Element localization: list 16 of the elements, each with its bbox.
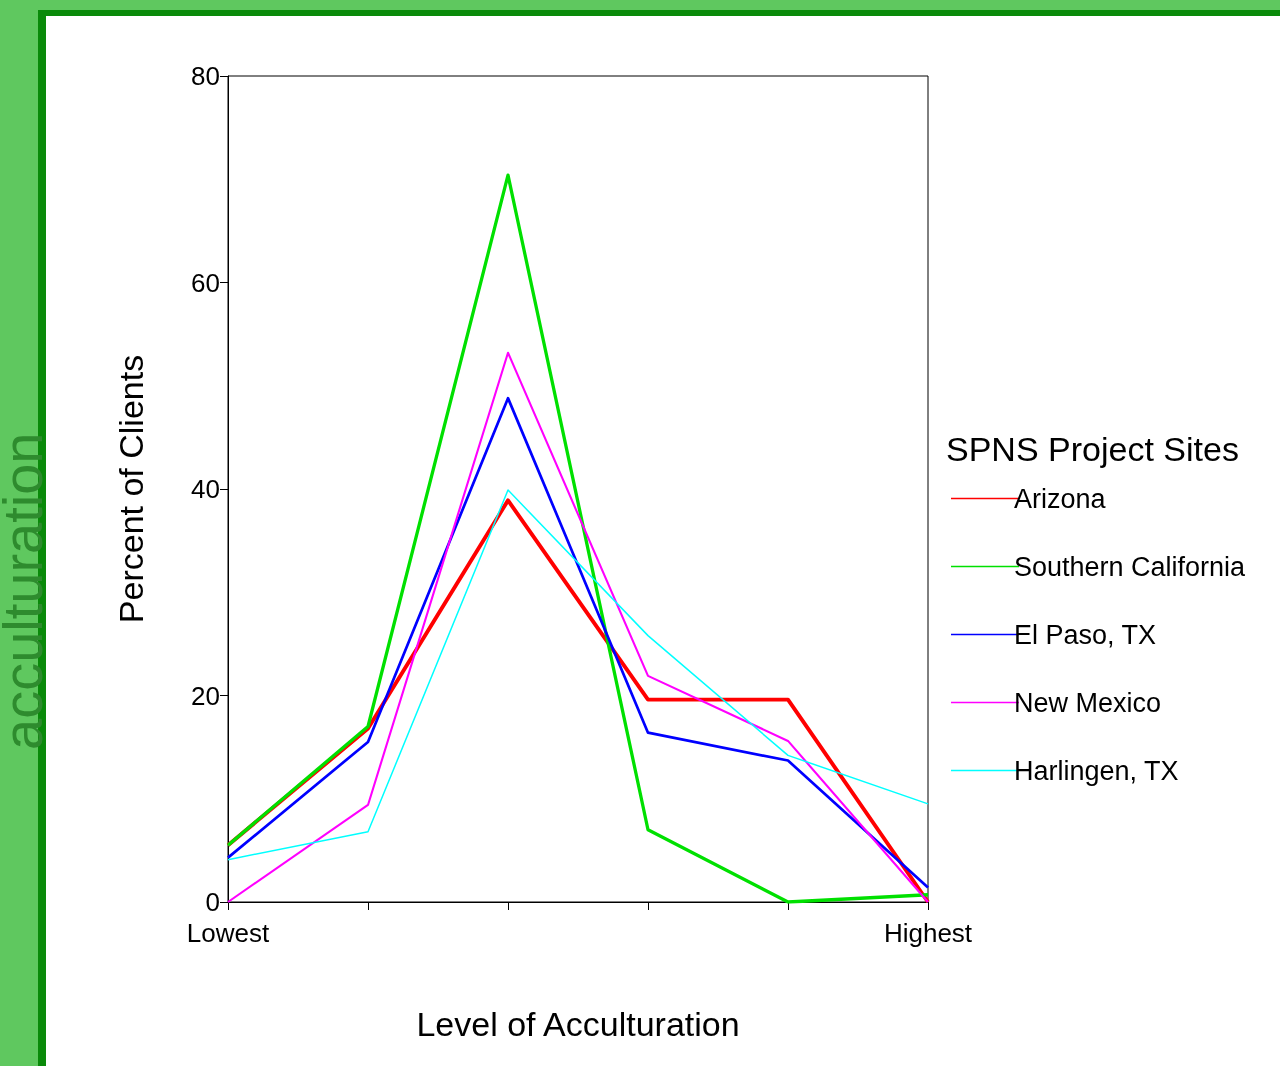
x-axis-title: Level of Acculturation [416,1005,740,1043]
y-axis-title: Percent of Clients [112,354,150,624]
legend-label: New Mexico [1014,687,1162,718]
y-tick-label: 80 [191,61,220,91]
side-heading: acculturation [0,432,55,750]
legend-label: Southern California [1014,551,1247,582]
legend-label: Harlingen, TX [1014,755,1179,786]
y-tick-label: 40 [191,474,220,504]
legend-label: El Paso, TX [1014,619,1157,650]
y-tick-label: 60 [191,267,220,298]
y-tick-label: 0 [205,887,220,917]
x-tick-label: Lowest [186,918,270,948]
y-tick-label: 20 [191,680,220,711]
legend-title: SPNS Project Sites [946,430,1239,469]
legend-label: Arizona [1014,483,1107,514]
x-tick-label: Highest [883,918,973,948]
